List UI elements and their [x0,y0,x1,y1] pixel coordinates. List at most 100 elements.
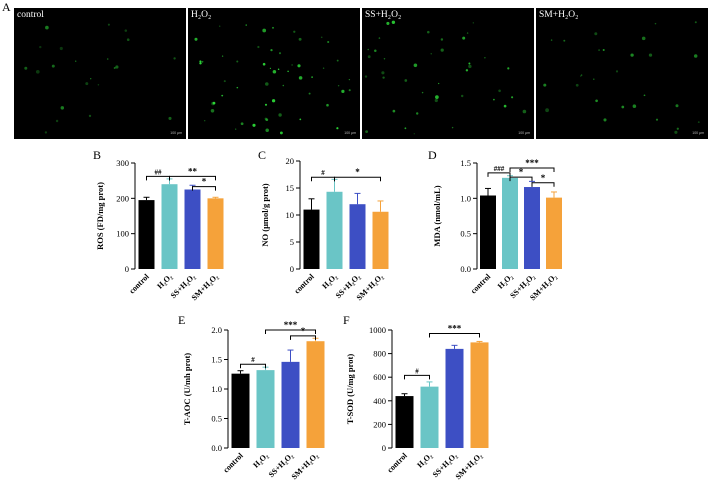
significance-label: *** [448,324,462,334]
panel-letter: D [428,148,437,162]
fluorescent-cell [603,118,607,122]
fluorescent-cell [308,92,311,95]
fluorescent-cell [675,104,679,108]
fluorescent-cell [348,89,351,92]
fluorescent-cell [593,78,595,80]
fluorescent-cell [392,109,396,113]
fluorescent-cell [430,53,432,55]
fluorescent-cell [223,80,226,83]
fluorescent-cell [563,39,566,42]
fluorescent-cell [326,103,329,107]
category-label: SM+H₂O₂ [290,451,321,482]
y-tick-label: 5 [290,237,294,247]
fluorescent-cell [632,104,637,108]
significance-label: * [355,167,360,177]
fluorescent-cell [272,26,274,29]
fluorescent-cell [365,130,369,134]
significance-label: * [519,167,524,177]
fluorescent-cell [88,114,92,118]
category-label: H₂O₂ [251,451,270,470]
fluorescent-cell [438,82,440,85]
fluorescent-cell [434,98,438,103]
y-tick-label: 1.5 [460,158,471,168]
fluorescent-cell [272,69,277,74]
fluorescent-cell [391,20,396,24]
fluorescent-cell [503,104,507,108]
y-tick-label: 0.0 [211,443,222,453]
significance-label: *** [525,158,539,168]
significance-label: # [251,356,255,364]
fluorescent-cell [168,116,172,120]
fluorescent-cell [298,37,302,41]
bar-3 [306,341,325,448]
fluorescent-cell [221,55,224,57]
fluorescent-cell [113,67,116,69]
fluorescent-cell [643,94,646,97]
fluorescent-cell [203,119,206,122]
fluorescent-cell [404,79,408,82]
scale-bar-label: 100 μm [518,131,530,135]
fluorescent-cell [24,66,28,70]
fluorescent-cell [594,32,598,36]
fluorescent-cell [654,22,657,25]
y-tick-label: 0.0 [460,264,471,274]
significance-bracket [311,176,335,182]
chart-e: E 0.0 0.5 1.0 1.5 2.0 T-AOC (U/mh prot) control… [178,313,325,481]
panel-letter: F [343,313,350,327]
category-label: H₂O₂ [496,272,515,291]
category-label: H₂O₂ [155,272,174,291]
significance-label: ** [188,166,198,176]
fluorescent-cell [465,69,469,72]
micrograph-ss-h2o2: SS+H₂O₂ 100 μm [362,8,534,139]
scale-bar-label: 100 μm [170,131,182,135]
fluorescent-cell [336,59,339,62]
fluorescent-cell [279,131,283,135]
y-tick-label: 0 [290,264,294,274]
bar-1 [161,184,178,269]
y-tick-label: 10 [286,210,295,220]
fluorescent-cell [580,74,583,76]
fluorescent-cell [621,105,625,109]
y-tick-label: 0.5 [211,414,222,424]
fluorescent-cell [630,53,634,57]
fluorescent-cell [235,128,237,130]
category-label: H₂O₂ [415,451,434,470]
fluorescent-cell [199,60,202,63]
fluorescent-cell [287,70,289,73]
fluorescent-cell [126,38,130,42]
y-axis-label: T-SOD (U/mg prot) [345,354,355,425]
y-tick-label: 2.0 [211,325,222,335]
fluorescent-cell [598,49,601,52]
panel-letter: E [178,313,185,327]
fluorescent-cell [59,46,63,51]
fluorescent-cell [413,63,418,68]
y-tick-label: 100 [116,229,129,239]
category-label: control [385,451,409,475]
significance-bracket [290,335,316,340]
fluorescent-cell [468,62,471,65]
y-tick-label: 300 [116,158,129,168]
significance-label: *** [284,320,298,330]
bar-1 [326,191,343,269]
significance-bracket [265,329,316,334]
micrograph-label: SM+H₂O₂ [539,10,579,20]
fluorescent-cell [299,118,302,121]
cell-dots [194,24,351,135]
panel-letter: C [258,148,266,162]
fluorescent-cell [236,60,239,63]
fluorescent-cell [676,127,679,130]
fluorescent-cell [648,53,653,57]
bar-1 [420,386,439,448]
fluorescent-cell [97,84,100,86]
fluorescent-cell [550,39,553,41]
significance-label: * [202,177,207,187]
significance-bracket [429,333,480,338]
chart-f: F 0 200 400 600 800 1000 T-SOD (U/mg prot) contr… [343,313,489,481]
fluorescent-cell [212,101,216,105]
cell-dots [24,23,176,134]
fluorescent-cell [341,89,345,94]
fluorescent-cell [615,70,619,73]
fluorescent-cell [240,122,244,126]
fluorescent-cell [404,127,407,130]
significance-bracket [487,172,511,177]
